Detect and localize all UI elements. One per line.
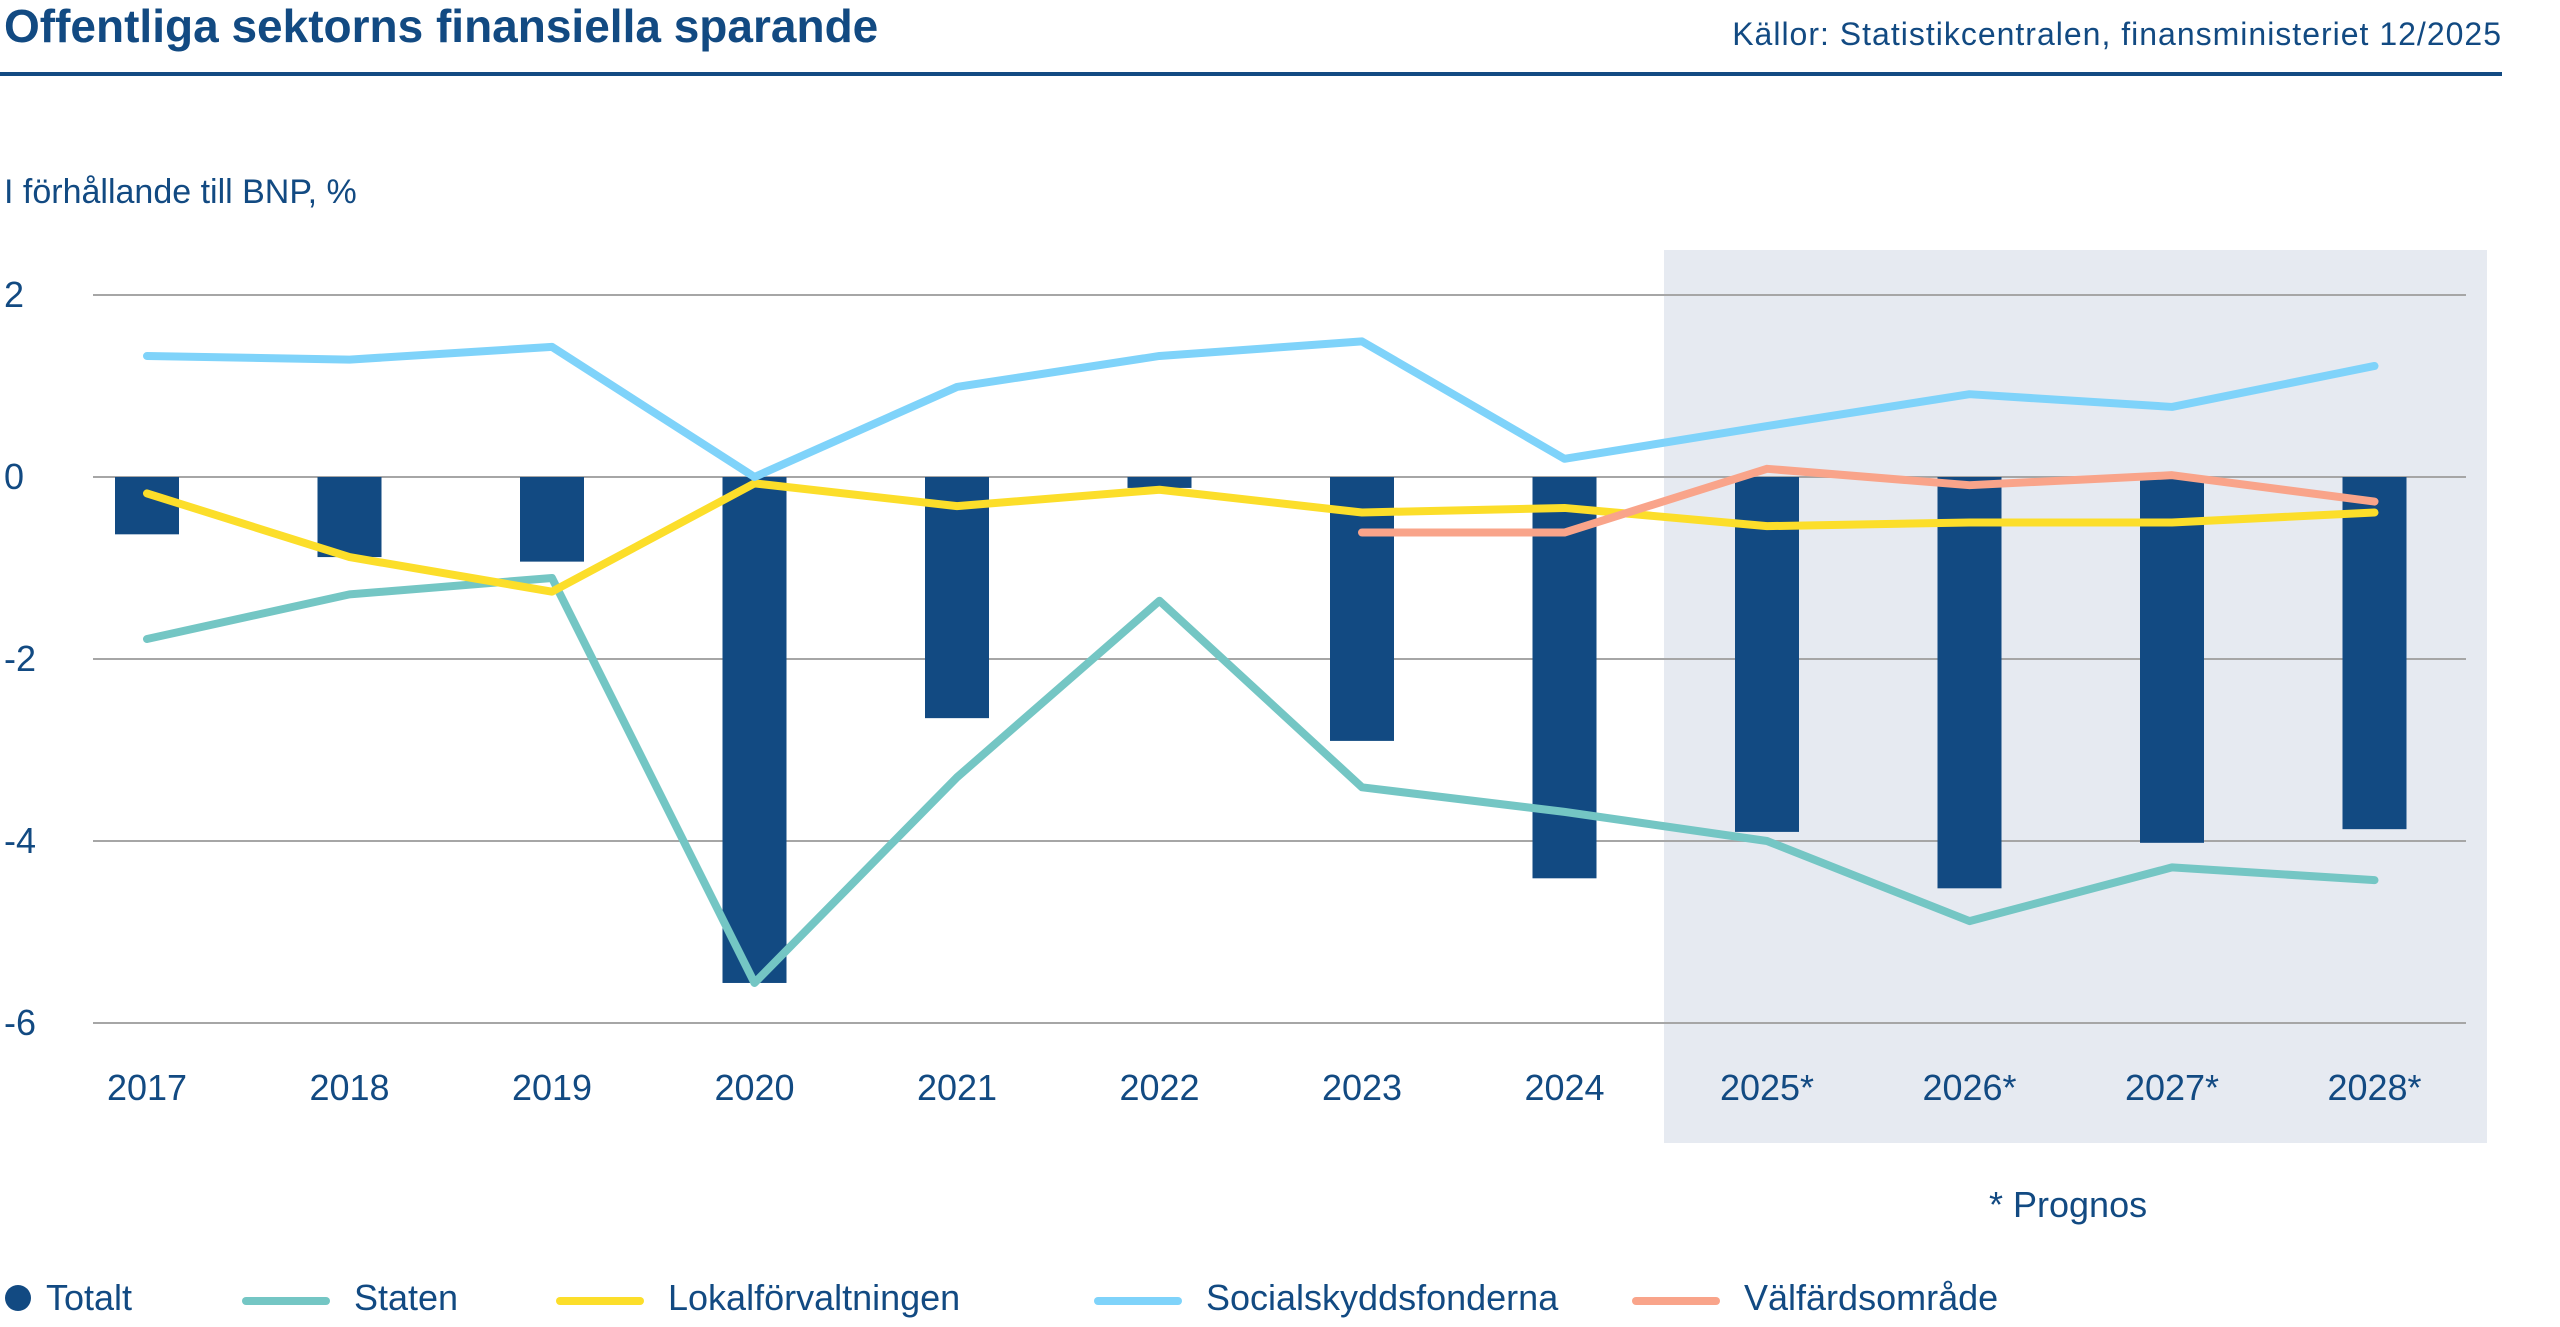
- y-tick-label: -6: [4, 1002, 36, 1043]
- x-tick-label: 2025*: [1720, 1067, 1814, 1108]
- y-tick-label: 2: [4, 274, 24, 315]
- line-socialskyddsfonderna: [143, 337, 2379, 481]
- x-tick-label: 2028*: [2327, 1067, 2421, 1108]
- x-tick-label: 2026*: [1922, 1067, 2016, 1108]
- bar-totalt: [1937, 477, 2002, 889]
- bar-totalt: [925, 477, 989, 719]
- bar-totalt: [2342, 477, 2407, 830]
- x-axis: 2017 2018 2019 2020 2021 2022 2023 2024 2025* 202…: [107, 1067, 2422, 1108]
- bar-totalt: [1330, 477, 1394, 741]
- legend: Totalt Staten Lokalförvaltningen Socialskyd…: [5, 1277, 1998, 1318]
- x-tick-label: 2020: [714, 1067, 794, 1108]
- bar-totalt: [520, 477, 584, 562]
- forecast-note: * Prognos: [1989, 1184, 2147, 1225]
- bar-totalt: [1735, 477, 1799, 832]
- x-tick-label: 2023: [1322, 1067, 1402, 1108]
- legend-label: Staten: [354, 1277, 458, 1318]
- line-välfärdsområde: [1358, 464, 2379, 537]
- x-tick-label: 2027*: [2125, 1067, 2219, 1108]
- y-axis-label: I förhållande till BNP, %: [4, 173, 357, 211]
- legend-label: Lokalförvaltningen: [668, 1277, 960, 1318]
- x-tick-label: 2017: [107, 1067, 187, 1108]
- x-tick-label: 2021: [917, 1067, 997, 1108]
- legend-marker-dot: [5, 1285, 31, 1311]
- chart-title: Offentliga sektorns finansiella sparande: [4, 0, 878, 52]
- bar-totalt: [2140, 477, 2204, 843]
- source-note: Källor: Statistikcentralen, finansminist…: [1732, 16, 2502, 52]
- bars: [115, 477, 2407, 983]
- x-tick-label: 2018: [309, 1067, 389, 1108]
- bar-totalt: [115, 477, 179, 535]
- x-tick-label: 2024: [1524, 1067, 1604, 1108]
- legend-label: Välfärdsområde: [1744, 1277, 1998, 1318]
- y-tick-label: -2: [4, 638, 36, 679]
- line-staten: [143, 574, 2379, 987]
- legend-label: Totalt: [46, 1277, 132, 1318]
- bar-totalt: [317, 477, 382, 558]
- lines: [143, 337, 2379, 987]
- y-tick-label: 0: [4, 456, 24, 497]
- bar-totalt: [722, 477, 787, 983]
- x-tick-label: 2022: [1119, 1067, 1199, 1108]
- bar-totalt: [1127, 477, 1192, 488]
- grid: 2 0 -2 -4 -6: [4, 274, 2466, 1043]
- y-tick-label: -4: [4, 820, 36, 861]
- x-tick-label: 2019: [512, 1067, 592, 1108]
- line-lokalförvaltningen: [143, 479, 2379, 596]
- legend-label: Socialskyddsfonderna: [1206, 1277, 1559, 1318]
